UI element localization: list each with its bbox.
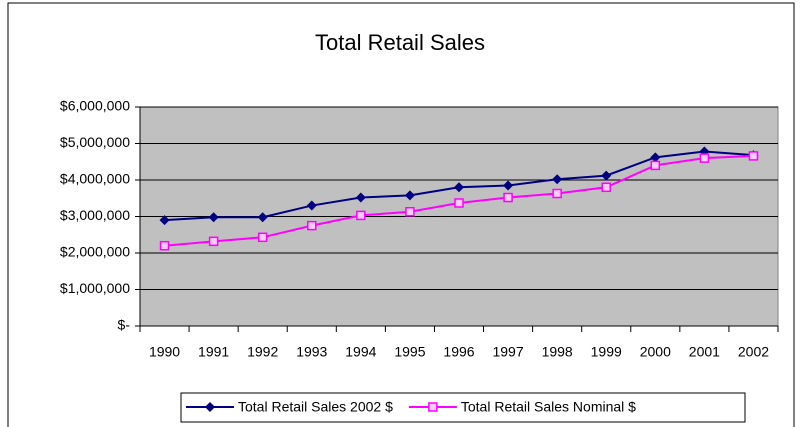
x-tick-label: 1997	[492, 344, 523, 360]
point	[650, 152, 661, 163]
x-tick-label: 1990	[149, 344, 180, 360]
x-tick-label: 1994	[345, 344, 376, 360]
legend-label: Total Retail Sales Nominal $	[461, 399, 636, 415]
point	[257, 212, 268, 223]
x-tick-label: 1993	[296, 344, 327, 360]
point	[159, 215, 170, 226]
x-tick-label: 1999	[591, 344, 622, 360]
legend-marker	[205, 402, 215, 412]
point	[454, 182, 464, 193]
legend-box	[180, 392, 746, 423]
legend-label: Total Retail Sales 2002 $	[238, 399, 393, 415]
point	[208, 236, 219, 247]
point	[454, 198, 464, 208]
x-tick-label: 1992	[247, 344, 278, 360]
x-tick-label: 2001	[689, 344, 720, 360]
point	[601, 182, 611, 193]
point	[355, 192, 366, 203]
chart-title: Total Retail Sales	[315, 30, 485, 55]
y-tick-label: $3,000,000	[60, 207, 130, 223]
point	[601, 170, 612, 181]
x-tick-label: 1991	[198, 344, 229, 360]
point	[257, 232, 268, 243]
point	[404, 190, 415, 201]
x-tick-label: 1996	[443, 344, 474, 360]
point	[306, 200, 317, 211]
point	[307, 220, 317, 231]
point	[159, 240, 170, 251]
point	[748, 151, 759, 161]
x-tick-label: 1995	[394, 344, 425, 360]
point	[552, 188, 562, 199]
x-tick-label: 2002	[738, 344, 769, 360]
x-tick-label: 2000	[640, 344, 671, 360]
y-tick-label: $1,000,000	[60, 280, 130, 296]
point	[208, 212, 219, 223]
legend-marker	[428, 402, 438, 412]
y-tick-label: $-	[118, 317, 131, 333]
y-tick-label: $2,000,000	[60, 244, 130, 260]
y-tick-label: $5,000,000	[60, 134, 130, 150]
point	[503, 180, 514, 191]
point	[356, 210, 366, 221]
point	[503, 192, 513, 203]
point	[405, 207, 415, 217]
y-tick-label: $6,000,000	[60, 98, 130, 114]
y-tick-label: $4,000,000	[60, 171, 130, 187]
point	[699, 153, 710, 163]
x-tick-label: 1998	[542, 344, 573, 360]
point	[552, 174, 563, 185]
point	[650, 160, 661, 171]
